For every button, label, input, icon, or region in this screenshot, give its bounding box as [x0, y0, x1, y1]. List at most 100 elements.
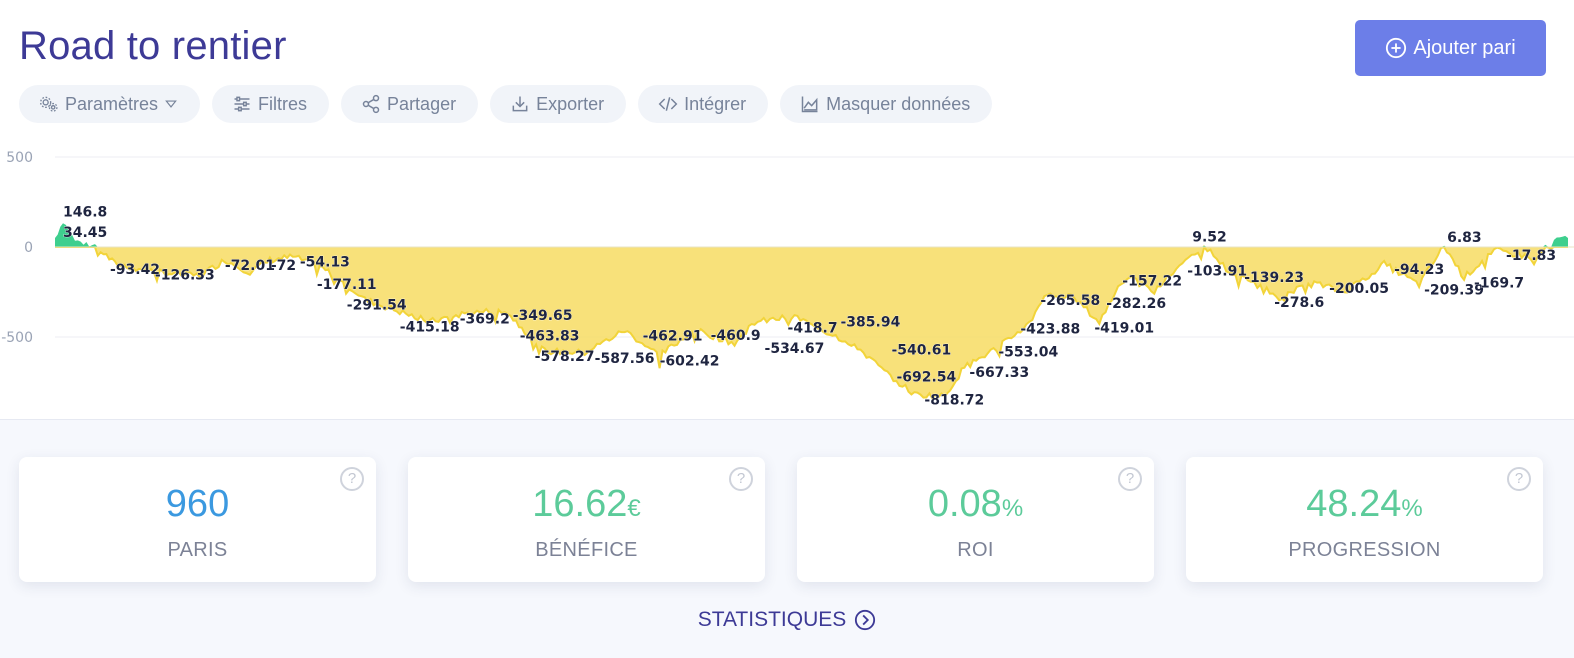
export-button[interactable]: Exporter	[490, 85, 627, 123]
stat-value: 48.24%	[1186, 483, 1543, 526]
filters-button[interactable]: Filtres	[212, 85, 330, 123]
toolbar: Paramètres Filtres Partager Exporter Int…	[19, 85, 993, 123]
data-label: -463.83	[520, 328, 580, 344]
help-icon[interactable]: ?	[1118, 467, 1142, 491]
negative-line	[55, 244, 1568, 401]
header-section: Road to rentier Ajouter pari Paramètres …	[0, 20, 1574, 420]
stat-card-roi: ? 0.08% ROI	[797, 457, 1154, 582]
data-label: -587.56	[595, 351, 655, 367]
profit-chart: 500 0 -500 146.8 34.45 -93.42-126.33 -72.01-72…	[1, 150, 1574, 409]
data-label: -667.33	[969, 365, 1029, 381]
data-label: -602.42	[660, 353, 720, 369]
data-label: -349.65	[513, 308, 573, 324]
code-icon	[658, 97, 678, 111]
download-icon	[512, 96, 528, 112]
share-label: Partager	[387, 93, 457, 114]
stat-value: 960	[19, 483, 376, 526]
settings-button[interactable]: Paramètres	[19, 85, 201, 123]
stat-card-profit: ? 16.62€ BÉNÉFICE	[408, 457, 765, 582]
share-icon	[362, 94, 380, 114]
stat-unit: €	[627, 495, 641, 522]
stat-label: ROI	[957, 539, 994, 561]
data-label: -418.7	[788, 320, 838, 336]
stat-label: PARIS	[167, 539, 228, 561]
data-label: -209.39	[1424, 283, 1484, 299]
data-label: -415.18	[400, 320, 460, 336]
y-tick-label: -500	[1, 330, 33, 346]
add-bet-button[interactable]: Ajouter pari	[1355, 20, 1546, 76]
data-label: -169.7	[1474, 276, 1524, 292]
data-label: -177.11	[317, 277, 377, 293]
data-label: -282.26	[1106, 296, 1166, 312]
data-label: 146.8	[63, 205, 107, 221]
statistics-link[interactable]: STATISTIQUES	[0, 608, 1574, 632]
data-label: -72	[271, 258, 296, 274]
embed-button[interactable]: Intégrer	[638, 85, 769, 123]
data-label: -17.83	[1506, 248, 1556, 264]
share-button[interactable]: Partager	[341, 85, 479, 123]
data-label: -157.22	[1122, 273, 1182, 289]
statistics-label: STATISTIQUES	[697, 608, 847, 631]
stat-value: 16.62€	[408, 483, 765, 526]
data-label: 6.83	[1447, 230, 1482, 246]
stat-number: 960	[165, 483, 230, 525]
gears-icon	[40, 96, 58, 112]
data-label: -369.2	[460, 311, 510, 327]
data-label: -265.58	[1040, 293, 1100, 309]
data-label: -540.61	[891, 342, 951, 358]
help-icon[interactable]: ?	[729, 467, 753, 491]
data-label: -139.23	[1244, 270, 1304, 286]
stat-card-progression: ? 48.24% PROGRESSION	[1186, 457, 1543, 582]
y-tick-label: 500	[6, 150, 33, 166]
stat-unit: %	[1401, 495, 1423, 522]
data-label: -462.91	[643, 328, 703, 344]
stat-value: 0.08%	[797, 483, 1154, 526]
stat-unit: %	[1001, 495, 1024, 522]
data-label: -291.54	[347, 297, 407, 313]
data-label: -94.23	[1394, 262, 1444, 278]
negative-area	[55, 247, 1568, 399]
data-label: -553.04	[998, 345, 1058, 361]
stat-label: PROGRESSION	[1288, 539, 1441, 561]
chevron-down-icon	[165, 100, 177, 108]
positive-area	[55, 223, 1568, 247]
data-label: -578.27	[535, 349, 595, 365]
stat-card-bets: ? 960 PARIS	[19, 457, 376, 582]
add-bet-label: Ajouter pari	[1413, 36, 1516, 59]
data-label: 9.52	[1192, 229, 1227, 245]
embed-label: Intégrer	[684, 93, 747, 114]
data-label: -534.67	[765, 341, 825, 357]
data-label: 34.45	[63, 225, 107, 241]
data-label: -103.91	[1187, 264, 1247, 280]
data-label: -54.13	[300, 255, 350, 271]
plus-circle-icon	[1386, 37, 1407, 59]
page-title: Road to rentier	[19, 24, 287, 68]
sliders-icon	[234, 96, 250, 112]
stat-label: BÉNÉFICE	[535, 539, 638, 561]
filters-label: Filtres	[258, 93, 308, 114]
data-label: -72.01	[225, 258, 275, 274]
hide-data-button[interactable]: Masquer données	[780, 85, 993, 123]
area-chart-icon	[801, 96, 818, 113]
help-icon[interactable]: ?	[1507, 467, 1531, 491]
export-label: Exporter	[536, 93, 605, 114]
stat-number: 48.24	[1306, 483, 1402, 525]
stat-number: 0.08	[927, 483, 1002, 525]
stat-number: 16.62	[532, 483, 628, 525]
data-label: -200.05	[1329, 281, 1389, 297]
data-label: -385.94	[840, 314, 900, 330]
data-label: -460.9	[711, 328, 761, 344]
data-label: -423.88	[1020, 321, 1080, 337]
settings-label: Paramètres	[65, 93, 159, 114]
hide-data-label: Masquer données	[826, 93, 971, 114]
data-label: -278.6	[1274, 295, 1324, 311]
data-label: -692.54	[896, 370, 956, 386]
y-tick-label: 0	[24, 240, 33, 256]
data-label: -93.42	[110, 262, 160, 278]
data-label: -126.33	[155, 268, 215, 284]
help-icon[interactable]: ?	[340, 467, 364, 491]
stats-cards: ? 960 PARIS ? 16.62€ BÉNÉFICE ? 0.08% RO…	[19, 457, 1543, 582]
data-label: -419.01	[1094, 320, 1154, 336]
chevron-right-circle-icon	[855, 609, 876, 631]
data-label: -818.72	[924, 392, 984, 408]
